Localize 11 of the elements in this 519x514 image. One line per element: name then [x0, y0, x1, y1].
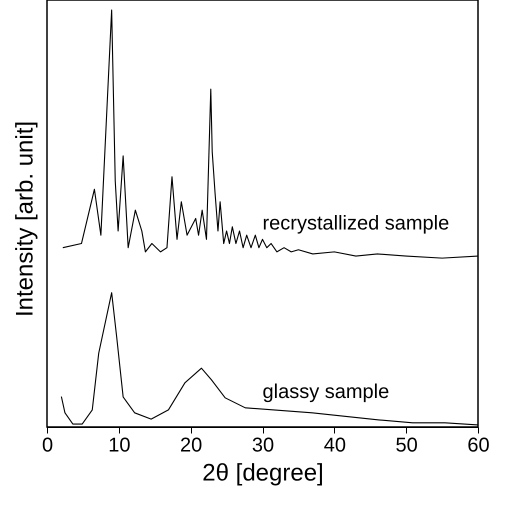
- x-axis-title: 2θ [degree]: [202, 460, 324, 486]
- series-label: glassy sample: [262, 380, 390, 403]
- x-tick-label: 60: [467, 434, 490, 456]
- x-tick-label: 30: [252, 434, 274, 456]
- series-label: recrystallized sample: [262, 212, 450, 234]
- x-tick-label: 40: [324, 434, 346, 456]
- x-tick-label: 10: [108, 434, 130, 456]
- x-tick-label: 0: [42, 434, 54, 456]
- y-axis-title: Intensity [arb. unit]: [12, 120, 38, 318]
- x-tick-label: 50: [396, 434, 418, 456]
- x-tick-label: 20: [180, 434, 202, 456]
